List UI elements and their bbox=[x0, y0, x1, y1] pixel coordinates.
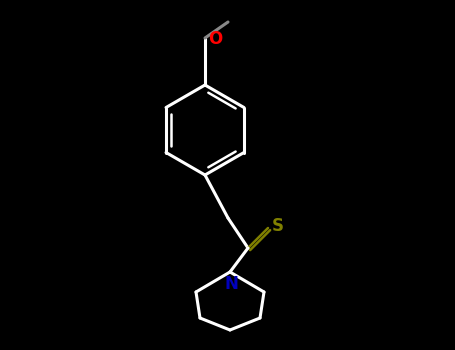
Text: S: S bbox=[272, 217, 284, 235]
Text: N: N bbox=[224, 275, 238, 293]
Text: O: O bbox=[208, 30, 222, 48]
